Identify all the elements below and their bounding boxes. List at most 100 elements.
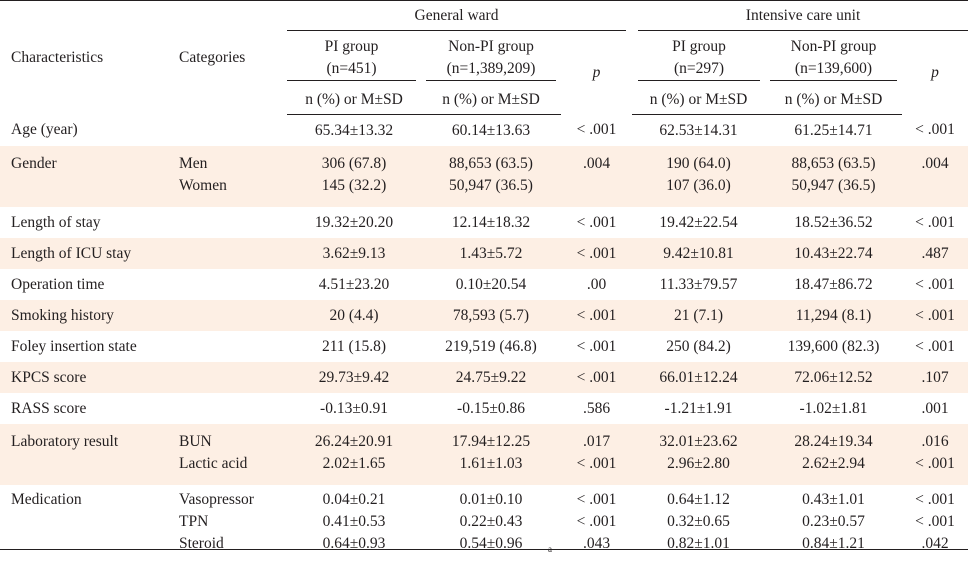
cell-value: 62.53±14.31 [659,122,737,139]
cell-gw-p: < .001 [561,300,632,331]
header-icu-nonpi-group: Non-PI group (n=139,600) [770,36,897,81]
cell-value: 107 (36.0) [632,175,765,197]
cell-value: .487 [921,245,948,262]
cell-gw-p: < .001 [561,362,632,393]
cell-value: 18.47±86.72 [794,276,872,293]
table-row: RASS score-0.13±0.91-0.15±0.86.586-1.21±… [0,393,968,424]
cell-value: 0.32±0.65 [632,511,765,533]
cell-value: .043 [561,533,632,555]
cell-value: 0.82±1.01 [632,533,765,555]
cell-icu-nonpi: 139,600 (82.3) [765,331,902,362]
header-gw-pi-n: (n=451) [287,58,416,80]
cell-gw-p: < .001< .001.043 [561,485,632,563]
cell-icu-pi: 21 (7.1) [632,300,765,331]
cell-gw-pi: 65.34±13.32 [287,115,421,147]
cell-gw-nonpi: 1.43±5.72 [421,238,561,269]
cell-value: < .001 [902,489,968,511]
header-categories: Categories [168,1,287,115]
cell-icu-pi: 9.42±10.81 [632,238,765,269]
cell-value: 65.34±13.32 [315,122,393,139]
cell-value: 78,593 (5.7) [453,307,529,324]
cell-gw-p: < .001 [561,207,632,238]
cell-value: -0.13±0.91 [320,400,388,417]
cell-cat [168,362,287,393]
row-characteristic-label: KPCS score [11,369,86,386]
cell-value: 0.01±0.10 [421,489,561,511]
cell-value: < .001 [577,369,617,386]
cell-gw-nonpi: 88,653 (63.5)50,947 (36.5) [421,146,561,207]
header-icu-nonpi-label: Non-PI group [770,36,897,58]
cell-icu-p: .001 [902,393,968,424]
cell-value: .016 [902,431,968,453]
cell-value: 211 (15.8) [322,338,386,355]
header-gw-pi-label: PI group [287,36,416,58]
cell-value: 2.62±2.94 [765,453,902,475]
header-icu-nonpi-n: (n=139,600) [770,58,897,80]
cell-value: 1.43±5.72 [460,245,523,262]
row-characteristic: Medication [0,485,168,563]
cell-cat [168,300,287,331]
header-stat-icu-nonpi: n (%) or M±SD [765,85,902,115]
cell-gw-p: < .001 [561,238,632,269]
row-characteristic-label: Length of stay [11,214,101,231]
cell-value [902,175,968,197]
cell-value: 250 (84.2) [666,338,731,355]
row-characteristic: Length of stay [0,207,168,238]
cell-value: Vasopressor [179,489,287,511]
cell-icu-p: .004 [902,146,968,207]
cell-value: .00 [587,276,606,293]
cell-value: 139,600 (82.3) [788,338,880,355]
cell-value [561,175,632,197]
cell-gw-pi: 19.32±20.20 [287,207,421,238]
row-characteristic-label: RASS score [11,400,86,417]
cell-value: < .001 [577,214,617,231]
cell-value: 0.04±0.21 [287,489,421,511]
cell-value: 10.43±22.74 [794,245,872,262]
cell-icu-nonpi: 72.06±12.52 [765,362,902,393]
header-characteristics: Characteristics [0,1,168,115]
cell-value: 4.51±23.20 [319,276,390,293]
cell-icu-p: < .001 [902,331,968,362]
cell-value: .107 [921,369,948,386]
cell-value: 60.14±13.63 [452,122,530,139]
row-characteristic: Length of ICU stay [0,238,168,269]
cell-cat [168,393,287,424]
cell-icu-p: < .001 [902,207,968,238]
cell-value: 26.24±20.91 [287,431,421,453]
cell-icu-pi: 62.53±14.31 [632,115,765,147]
cell-value: Men [179,153,287,175]
cell-value: -1.21±1.91 [665,400,733,417]
cell-value: 20 (4.4) [329,307,378,324]
cell-icu-p: < .001< .001.042 [902,485,968,563]
cell-value: .017 [561,431,632,453]
cell-cat [168,115,287,147]
cell-value: .042 [902,533,968,555]
header-gw-nonpi-label: Non-PI group [426,36,556,58]
cell-value: < .001 [915,338,955,355]
cell-value: 88,653 (63.5) [421,153,561,175]
cell-value: < .001 [915,307,955,324]
cell-value: Women [179,175,287,197]
cell-icu-pi: 250 (84.2) [632,331,765,362]
cell-value: .004 [902,153,968,175]
cell-icu-pi: 190 (64.0)107 (36.0) [632,146,765,207]
cell-value: < .001 [915,276,955,293]
cell-cat [168,207,287,238]
cell-value: 0.43±1.01 [765,489,902,511]
cell-icu-p: < .001 [902,269,968,300]
cell-value: 66.01±12.24 [659,369,737,386]
cell-icu-p: < .001 [902,115,968,147]
cell-value: Steroid [179,533,287,555]
row-characteristic: RASS score [0,393,168,424]
cell-value: < .001 [577,245,617,262]
cell-gw-nonpi: 12.14±18.32 [421,207,561,238]
